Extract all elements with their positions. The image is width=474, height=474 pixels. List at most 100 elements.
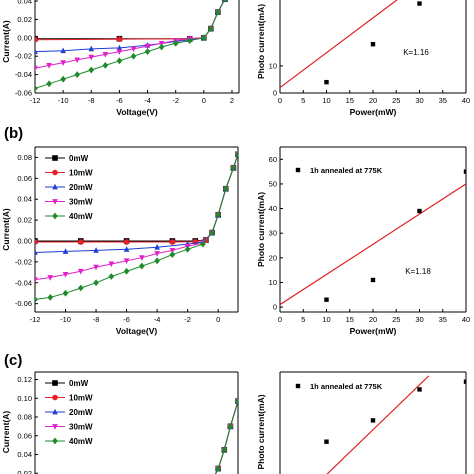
data-point (102, 62, 109, 69)
series-line-3 (214, 400, 238, 474)
data-point (158, 43, 165, 51)
data-point (144, 43, 151, 50)
x-tick-label: -2 (184, 315, 191, 324)
x-tick-label: -2 (172, 96, 179, 105)
data-point (93, 279, 99, 287)
x-tick-label: 40 (462, 96, 470, 105)
x-tick-label: -10 (58, 96, 69, 105)
data-point (123, 267, 130, 275)
data-point (62, 248, 69, 254)
data-point (417, 387, 422, 392)
data-point (77, 284, 84, 292)
chart-a-iv: -12 -10 -8 -6 -4 -2 0 2 0.04 0.02 0.00 -0.02 -0.04 -0… (1, 0, 240, 117)
x-tick-label: 25 (392, 315, 400, 324)
legend-marker (52, 169, 58, 176)
y-tick-label: 0.06 (17, 431, 32, 440)
x-axis-title: Power(mW) (350, 326, 397, 336)
legend-marker (52, 437, 58, 445)
y-tick-label: 0.04 (17, 195, 32, 204)
y-tick-label: 0.12 (17, 375, 32, 384)
legend-label: 10mW (69, 169, 93, 178)
y-tick-label: 0 (273, 303, 277, 312)
data-point (108, 273, 115, 280)
data-point (222, 185, 229, 193)
data-point (123, 239, 130, 245)
y-tick-label: 0.02 (17, 469, 32, 474)
data-point (222, 0, 228, 3)
legend-marker (52, 394, 58, 401)
x-tick-label: -4 (144, 96, 151, 105)
x-tick-label: 2 (230, 96, 234, 105)
data-point (154, 251, 160, 257)
y-tick-label: 0.10 (17, 394, 32, 403)
data-point (123, 246, 130, 252)
legend-label: 40mW (69, 212, 93, 221)
data-point (62, 289, 69, 297)
data-point (215, 211, 221, 219)
data-point (93, 264, 99, 271)
data-point (130, 52, 137, 60)
data-point (116, 57, 123, 65)
x-tick-label: 35 (439, 315, 447, 324)
x-tick-label: 10 (322, 96, 330, 105)
x-tick-label: 20 (369, 315, 377, 324)
y-tick-label: 0.08 (17, 153, 32, 162)
legend-label: 0mW (69, 379, 89, 388)
data-point (47, 275, 54, 281)
series-line-1 (35, 154, 238, 243)
y-axis-title: Photo current(mA) (256, 4, 266, 79)
series-line-2 (35, 0, 226, 53)
x-axis-title: Voltage(V) (116, 326, 158, 336)
plot-area-c-photo (324, 375, 466, 474)
x-tick-label: 30 (415, 96, 423, 105)
x-tick-label: 5 (301, 315, 305, 324)
y-tick-label: -0.04 (15, 70, 32, 79)
data-point (35, 36, 38, 43)
series-line-2 (214, 400, 238, 474)
x-tick-label: 0 (216, 315, 220, 324)
y-tick-label: 20 (269, 253, 277, 262)
x-tick-label: 0 (278, 96, 282, 105)
y-axis-title: Photo current(mA) (256, 192, 266, 267)
x-tick-label: -6 (116, 96, 123, 105)
chart-c-iv: 0.12 0.10 0.08 0.06 0.04 0.02 Current(A) 0mW 10m… (1, 371, 239, 474)
data-point (62, 272, 69, 278)
plot-area-a-photo (280, 0, 422, 89)
y-axis-title: Current(A) (1, 411, 11, 454)
data-point (102, 51, 109, 58)
data-point (370, 42, 376, 47)
data-point (370, 277, 376, 283)
plot-area-c-iv (214, 397, 238, 474)
y-tick-label: -0.06 (15, 89, 32, 98)
data-point (88, 66, 95, 74)
plot-area-a-iv (35, 0, 228, 92)
data-point (116, 36, 123, 43)
y-tick-label: 50 (269, 179, 277, 188)
chart-a-photo: 0 5 10 15 20 25 30 35 40 10 0 Power(mW) Photo curren… (256, 0, 470, 117)
x-axis-title: Power(mW) (350, 107, 397, 117)
data-point (324, 79, 329, 85)
series-line-3 (35, 154, 238, 281)
legend-marker (52, 155, 58, 161)
fit-line (326, 375, 430, 474)
data-point (184, 245, 191, 253)
series-line-4 (35, 154, 238, 300)
legend-label: 20mW (69, 183, 93, 192)
y-axis-title: Current(A) (1, 208, 11, 251)
data-point (417, 1, 422, 6)
y-axis-title: Current(A) (1, 20, 11, 63)
plot-area-b-photo (280, 169, 466, 306)
y-tick-label: 0 (273, 89, 277, 98)
data-point (116, 44, 123, 51)
series-line-1 (35, 0, 226, 41)
data-point (35, 65, 38, 72)
legend-marker (52, 424, 58, 430)
y-tick-label: -0.04 (15, 278, 32, 287)
y-tick-label: 0.00 (17, 236, 32, 245)
data-point (215, 8, 221, 16)
panel-label-c: (c) (4, 352, 22, 369)
data-point (463, 379, 466, 384)
data-point (215, 465, 221, 472)
legend-marker (295, 383, 301, 389)
